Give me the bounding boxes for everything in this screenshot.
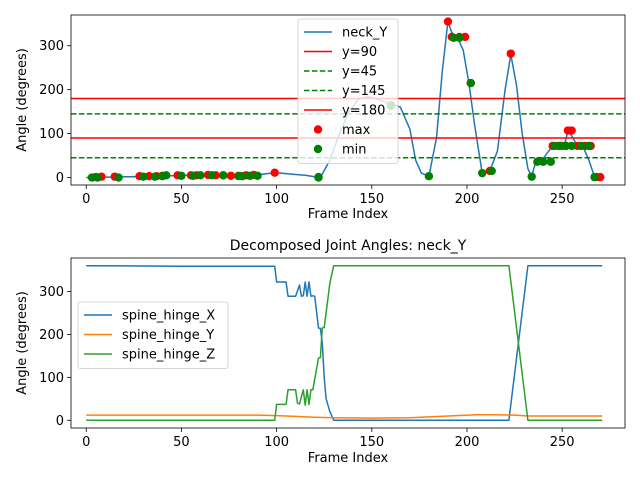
- top-y-tick-label-200: 200: [39, 83, 64, 98]
- bottom-marks: [86, 264, 603, 422]
- bottom-y-tick-label-200: 200: [39, 328, 64, 343]
- bottom-x-tick-label-200: 200: [455, 435, 480, 450]
- top-legend-label-y-145: y=145: [342, 84, 385, 99]
- top-x-tick-label-200: 200: [455, 192, 480, 207]
- top-min-point-27: [546, 157, 555, 166]
- bottom-x-tick-label-250: 250: [550, 435, 575, 450]
- top-min-point-4: [150, 172, 159, 181]
- bottom-x-tick-label-0: 0: [82, 435, 90, 450]
- top-legend-box: [297, 18, 399, 164]
- top-legend-label-neck-y: neck_Y: [342, 26, 387, 41]
- bottom-series-spine-hinge-y: [86, 413, 603, 419]
- bottom-x-tick-label-150: 150: [359, 435, 384, 450]
- top-min-point-6: [161, 171, 171, 180]
- top-min-point-22: [478, 168, 487, 178]
- top-legend-marker-min: [313, 144, 323, 154]
- bottom-series-spine-hinge-x: [86, 264, 603, 422]
- bottom-y-axis-label: Angle (degrees): [15, 291, 30, 395]
- bottom-legend: spine_hinge_X spine_hinge_Y spine_hinge_Z: [77, 301, 229, 369]
- bottom-x-tick-label-50: 50: [173, 435, 190, 450]
- top-y-tick-label-300: 300: [39, 39, 64, 54]
- top-x-tick-label-250: 250: [550, 192, 575, 207]
- top-y-tick-label-100: 100: [39, 127, 64, 142]
- bottom-chart-title: Decomposed Joint Angles: neck_Y: [230, 238, 467, 254]
- top-min-point-7: [177, 171, 186, 180]
- top-min-point-33: [584, 141, 594, 151]
- top-min-point-20: [455, 33, 464, 43]
- top-min-point-32: [577, 141, 586, 151]
- top-x-tick-label-0: 0: [82, 192, 90, 207]
- top-legend-label-y-90: y=90: [342, 45, 377, 60]
- bottom-ticks: 0 50 100 150 200 250 0 100 200 300: [39, 285, 574, 450]
- bottom-chart: 0 50 100 150 200 250 0 100 200 300 Decomposed Joi…: [15, 238, 626, 466]
- top-min-point-1: [93, 173, 102, 182]
- top-min-point-31: [567, 141, 576, 151]
- top-ticks: 0 50 100 150 200 250 0 100 200 300: [39, 39, 574, 207]
- top-legend-marker-max: [313, 125, 323, 134]
- bottom-legend-box: [77, 301, 229, 369]
- top-min-point-34: [590, 172, 599, 182]
- top-x-tick-label-150: 150: [359, 192, 384, 207]
- bottom-y-tick-label-100: 100: [39, 371, 64, 386]
- top-min-point-9: [196, 171, 205, 180]
- top-chart: 0 50 100 150 200 250 0 100 200 300 Frame Index An…: [15, 14, 626, 222]
- top-min-point-23: [487, 166, 496, 176]
- top-legend-label-max: max: [342, 123, 371, 138]
- top-min-point-18: [424, 172, 434, 181]
- top-max-point-20: [443, 17, 453, 26]
- bottom-legend-label-spine-hinge-y: spine_hinge_Y: [122, 328, 214, 343]
- top-legend: neck_Y y=90 y=45 y=145 y=180 max min: [297, 18, 399, 164]
- top-legend-label-min: min: [342, 143, 367, 158]
- bottom-x-axis-label: Frame Index: [308, 451, 389, 466]
- top-min-point-3: [139, 172, 148, 181]
- top-min-point-26: [538, 157, 548, 166]
- top-min-point-11: [219, 171, 228, 180]
- top-legend-label-y-180: y=180: [342, 104, 385, 119]
- top-min-point-14: [245, 171, 255, 180]
- top-min-point-13: [238, 172, 247, 181]
- top-max-point-17: [270, 168, 279, 177]
- top-max-point-26: [506, 49, 515, 58]
- top-max-point-32: [567, 126, 576, 135]
- bottom-legend-label-spine-hinge-x: spine_hinge_X: [122, 309, 215, 324]
- top-x-axis-label: Frame Index: [308, 207, 389, 222]
- top-y-axis-label: Angle (degrees): [15, 48, 30, 152]
- top-min-point-15: [253, 171, 262, 180]
- top-legend-label-y-45: y=45: [342, 65, 377, 80]
- bottom-x-tick-label-100: 100: [264, 435, 289, 450]
- bottom-y-tick-label-300: 300: [39, 285, 64, 300]
- top-min-point-16: [314, 173, 323, 182]
- top-x-tick-label-50: 50: [173, 192, 190, 207]
- top-x-tick-label-100: 100: [264, 192, 289, 207]
- top-scatter-min: [87, 33, 599, 182]
- top-y-tick-label-0: 0: [56, 171, 64, 186]
- bottom-y-tick-label-0: 0: [56, 414, 64, 429]
- top-min-point-8: [188, 171, 198, 180]
- bottom-axes-frame: [70, 257, 626, 429]
- top-min-point-10: [207, 171, 217, 180]
- top-max-point-13: [226, 171, 236, 180]
- top-min-point-2: [114, 173, 123, 182]
- top-min-point-24: [527, 172, 536, 181]
- bottom-legend-label-spine-hinge-z: spine_hinge_Z: [122, 348, 215, 363]
- top-min-point-21: [466, 78, 475, 88]
- top-axes-frame: [70, 14, 626, 186]
- bottom-series-spine-hinge-z: [86, 264, 603, 422]
